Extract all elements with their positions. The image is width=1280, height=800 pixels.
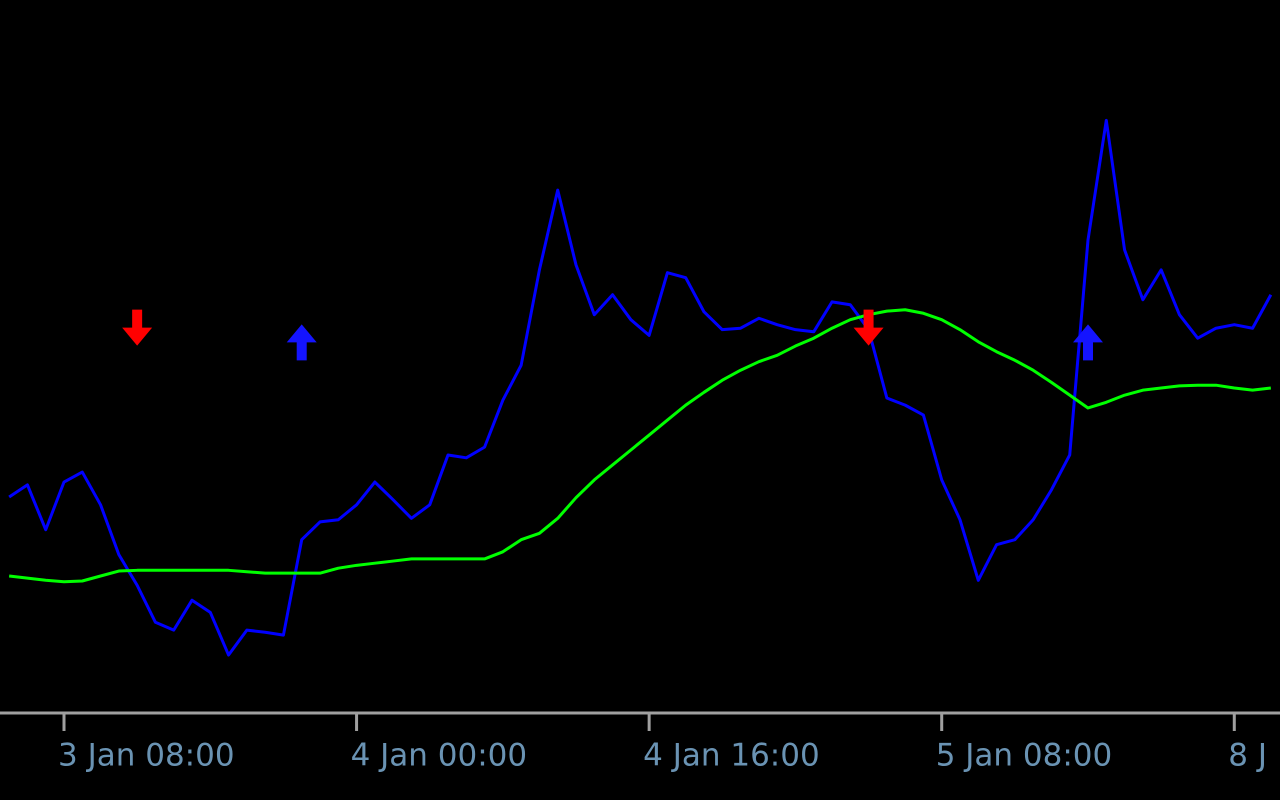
signal-arrow xyxy=(853,309,884,346)
series-line xyxy=(8,308,1272,584)
x-tick-label: 4 Jan 16:00 xyxy=(643,738,820,774)
x-tick-label: 8 J xyxy=(1228,738,1267,774)
signal-arrow xyxy=(1073,324,1103,361)
signal-arrow xyxy=(122,309,153,346)
x-tick-label: 5 Jan 08:00 xyxy=(936,738,1113,774)
x-tick-label: 4 Jan 00:00 xyxy=(351,738,528,774)
series-line xyxy=(8,118,1273,657)
signal-arrow xyxy=(286,324,317,361)
x-tick-label: 3 Jan 08:00 xyxy=(58,738,235,774)
